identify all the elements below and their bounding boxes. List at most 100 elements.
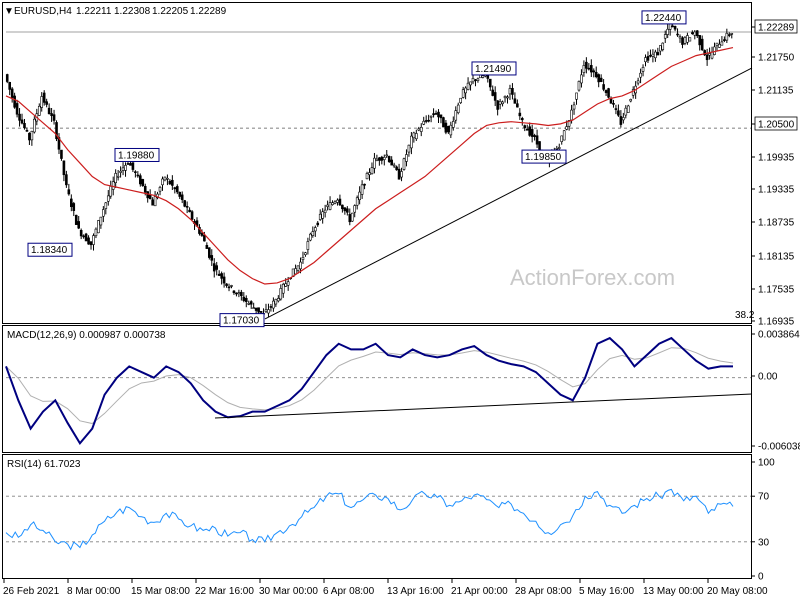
price-tick-label: 1.19335 [758,185,795,196]
candle-body [77,221,80,229]
candle-body [79,229,83,237]
candle-body [227,286,231,289]
candle-body [143,185,147,193]
price-tick-label: 1.19935 [758,153,795,164]
candle-body [346,208,349,213]
candle-body [619,116,623,125]
candle-body [402,158,406,170]
rsi-tick-label: 100 [758,458,775,469]
candle-body [124,165,127,171]
candle-body [437,111,440,118]
candle-body [84,233,88,242]
candle-body [422,120,426,125]
macd-panel-frame [2,325,752,453]
candle-body [661,42,665,50]
candle-body [617,110,620,116]
candle-body [306,241,310,250]
candle-body [180,194,184,200]
x-tick-label: 13 May 00:00 [643,586,704,597]
candle-body [705,54,709,61]
candle-body [424,120,428,122]
candle-body [254,307,258,311]
price-annotation-label: 1.21490 [475,64,512,75]
candle-body [183,200,186,207]
candle-body [451,121,455,128]
candle-body [65,174,68,186]
candle-body [336,199,339,203]
triangle-down-icon: ▼ [4,6,14,17]
candle-body [353,205,357,213]
candle-body [419,127,423,132]
x-tick-label: 28 Apr 08:00 [515,586,572,597]
candle-body [97,220,100,234]
candle-body [279,288,283,300]
candle-body [474,79,477,81]
candle-body [589,65,593,73]
candle-body [592,70,596,73]
candle-body [708,53,711,56]
candle-body [106,195,110,202]
candle-body [257,307,260,313]
candle-body [311,231,315,236]
candle-body [252,307,255,309]
candle-body [688,37,692,42]
candle-body [87,237,90,245]
candle-body [249,301,253,305]
candle-body [454,110,458,121]
candle-body [503,95,507,99]
candle-body [55,122,58,140]
candle-body [456,104,460,113]
candle-body [520,118,524,121]
candle-body [565,126,568,130]
candle-body [274,298,278,305]
candle-body [284,283,288,287]
candle-body [533,135,536,137]
candle-body [129,163,132,166]
price-annotation-box [219,313,265,328]
candle-body [718,44,721,48]
signal-line [5,347,734,425]
x-tick-label: 22 Mar 16:00 [195,586,254,597]
candle-body [405,154,408,162]
candle-body [72,203,76,211]
candle-body [348,214,352,223]
candle-body [70,198,73,207]
candle-body [639,72,642,78]
macd-lines [5,336,753,446]
candle-body [597,74,600,83]
candle-body [380,156,384,161]
rsi-lines [5,488,751,551]
candle-body [67,189,71,195]
rsi-title: RSI(14) 61.7023 [7,459,81,470]
candle-body [523,125,527,129]
candle-body [30,130,34,141]
candle-body [52,114,56,121]
candle-body [663,34,667,39]
candle-body [432,113,435,116]
candle-body [277,298,280,302]
ohlc-high: 1.22308 [114,6,151,17]
price-tick-label: 1.18135 [758,252,795,263]
candle-body [395,166,398,171]
rsi-line [5,488,734,551]
candle-body [272,300,275,309]
candle-body [378,157,381,161]
candle-body [166,178,169,180]
candle-body [119,170,122,173]
candle-body [217,273,221,276]
candle-body [151,199,154,206]
candle-body [649,54,652,57]
candle-body [511,87,514,95]
candle-body [506,96,509,99]
price-tick-label: 1.17535 [758,285,795,296]
x-axis-labels: 26 Feb 2021 8 Mar 00:00 15 Mar 08:00 22 Mar… [3,579,768,597]
candle-body [74,214,78,225]
candle-body [496,100,499,110]
candle-body [469,81,472,86]
candle-body [215,265,219,270]
price-annotation-label: 1.19880 [118,150,155,161]
price-annotation-label: 1.19850 [525,152,562,163]
candle-body [725,32,729,41]
candle-body [304,252,307,256]
candle-body [713,46,716,55]
